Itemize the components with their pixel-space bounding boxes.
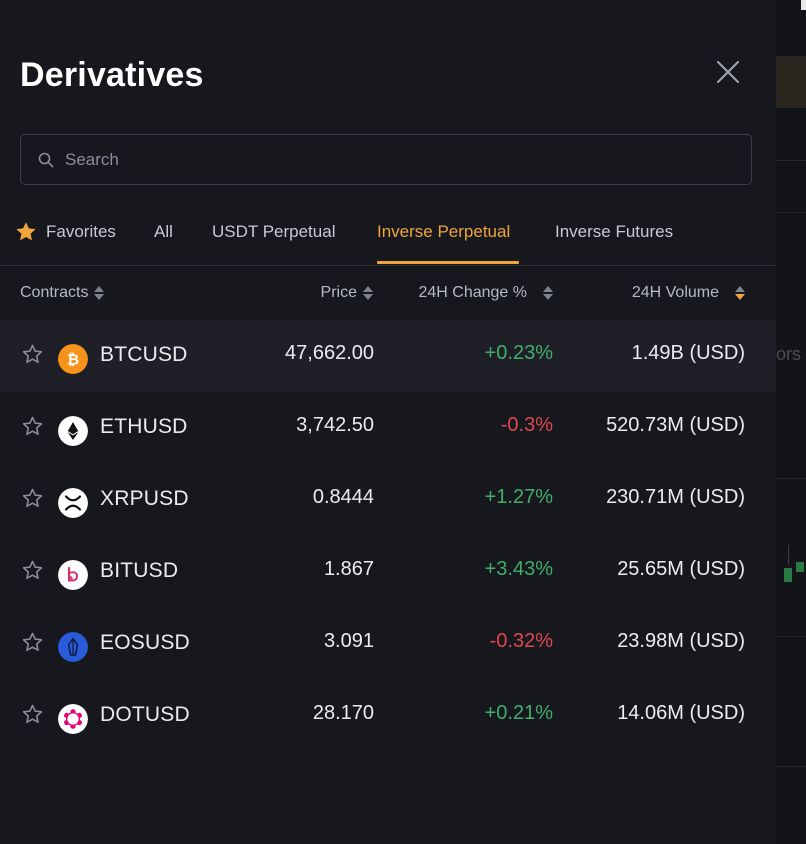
contract-price: 3,742.50 xyxy=(296,414,374,436)
tab-favorites[interactable]: Favorites xyxy=(46,222,116,241)
eos-icon xyxy=(58,632,88,662)
bitcoin-icon: ₿ xyxy=(58,344,88,374)
contract-symbol: DOTUSD xyxy=(100,703,190,726)
contract-symbol: XRPUSD xyxy=(100,487,189,510)
contract-change: +3.43% xyxy=(484,558,553,580)
sort-icon xyxy=(363,285,373,301)
contract-change: +0.23% xyxy=(484,342,553,364)
derivatives-drawer: Derivatives Favorites All USDT Perpetual… xyxy=(0,56,776,752)
background-divider xyxy=(776,636,806,637)
close-button[interactable] xyxy=(712,58,744,90)
contract-volume: 23.98M (USD) xyxy=(617,630,745,652)
contract-volume: 25.65M (USD) xyxy=(617,558,745,580)
favorite-star-icon[interactable] xyxy=(21,703,44,726)
background-divider xyxy=(776,212,806,213)
contract-change: -0.3% xyxy=(500,414,553,436)
tab-all[interactable]: All xyxy=(154,222,173,241)
polkadot-icon xyxy=(58,704,88,734)
chart-wick xyxy=(788,545,789,565)
contracts-list: ₿ BTCUSD 47,662.00 +0.23% 1.49B (USD) ET… xyxy=(0,320,776,752)
contract-symbol: ETHUSD xyxy=(100,415,188,438)
active-tab-indicator xyxy=(377,261,519,264)
ethereum-icon xyxy=(58,416,88,446)
contract-volume: 520.73M (USD) xyxy=(606,414,745,436)
table-row[interactable]: ₿ BTCUSD 47,662.00 +0.23% 1.49B (USD) xyxy=(0,320,776,392)
header-contracts[interactable]: Contracts xyxy=(20,284,105,302)
star-icon xyxy=(16,222,36,241)
favorite-star-icon[interactable] xyxy=(21,415,44,438)
xrp-icon xyxy=(58,488,88,518)
svg-text:₿: ₿ xyxy=(67,351,79,369)
category-tabs: Favorites All USDT Perpetual Inverse Per… xyxy=(0,214,776,266)
contract-change: +0.21% xyxy=(484,702,553,724)
search-box[interactable] xyxy=(20,134,752,185)
contract-symbol: BITUSD xyxy=(100,559,179,582)
background-app-banner xyxy=(776,56,806,108)
contract-symbol: BTCUSD xyxy=(100,343,188,366)
table-row[interactable]: EOSUSD 3.091 -0.32% 23.98M (USD) xyxy=(0,608,776,680)
bitdao-icon xyxy=(58,560,88,590)
close-icon xyxy=(716,60,740,84)
background-app-text: ors xyxy=(776,344,802,364)
search-input[interactable] xyxy=(65,149,705,170)
header-change-label: 24H Change % xyxy=(418,284,527,301)
contract-price: 0.8444 xyxy=(312,486,374,508)
sort-icon xyxy=(543,285,553,301)
tab-inverse-perpetual[interactable]: Inverse Perpetual xyxy=(377,222,511,241)
contract-price: 1.867 xyxy=(323,558,374,580)
table-row[interactable]: DOTUSD 28.170 +0.21% 14.06M (USD) xyxy=(0,680,776,752)
background-divider xyxy=(776,766,806,767)
header-price-label: Price xyxy=(320,284,357,301)
drawer-title: Derivatives xyxy=(20,56,204,94)
background-app: ors xyxy=(776,0,806,844)
tab-usdt-perpetual[interactable]: USDT Perpetual xyxy=(212,222,336,241)
contract-change: +1.27% xyxy=(484,486,553,508)
sort-desc-icon xyxy=(735,285,745,301)
favorite-star-icon[interactable] xyxy=(21,631,44,654)
favorite-star-icon[interactable] xyxy=(21,487,44,510)
contract-price: 28.170 xyxy=(312,702,374,724)
header-change[interactable]: 24H Change % xyxy=(418,284,553,302)
table-header: Contracts Price 24H Change % 24H Volume xyxy=(0,266,776,320)
chart-candle xyxy=(796,562,804,572)
contract-symbol: EOSUSD xyxy=(100,631,190,654)
table-row[interactable]: ETHUSD 3,742.50 -0.3% 520.73M (USD) xyxy=(0,392,776,464)
contract-volume: 230.71M (USD) xyxy=(606,486,745,508)
background-divider xyxy=(776,478,806,479)
contract-volume: 14.06M (USD) xyxy=(617,702,745,724)
background-divider xyxy=(776,160,806,161)
chart-candle xyxy=(784,568,792,582)
favorite-star-icon[interactable] xyxy=(21,559,44,582)
contract-change: -0.32% xyxy=(489,630,553,652)
contract-price: 3.091 xyxy=(323,630,374,652)
search-icon xyxy=(38,152,54,167)
contract-volume: 1.49B (USD) xyxy=(631,342,745,364)
background-app-edge xyxy=(801,0,806,10)
header-contracts-label: Contracts xyxy=(20,284,89,301)
table-row[interactable]: XRPUSD 0.8444 +1.27% 230.71M (USD) xyxy=(0,464,776,536)
header-volume-label: 24H Volume xyxy=(631,284,719,301)
favorite-star-icon[interactable] xyxy=(21,343,44,366)
sort-icon xyxy=(94,285,105,301)
header-price[interactable]: Price xyxy=(321,284,373,302)
header-volume[interactable]: 24H Volume xyxy=(632,284,745,302)
contract-price: 47,662.00 xyxy=(285,342,374,364)
tab-inverse-futures[interactable]: Inverse Futures xyxy=(555,222,674,241)
table-row[interactable]: BITUSD 1.867 +3.43% 25.65M (USD) xyxy=(0,536,776,608)
